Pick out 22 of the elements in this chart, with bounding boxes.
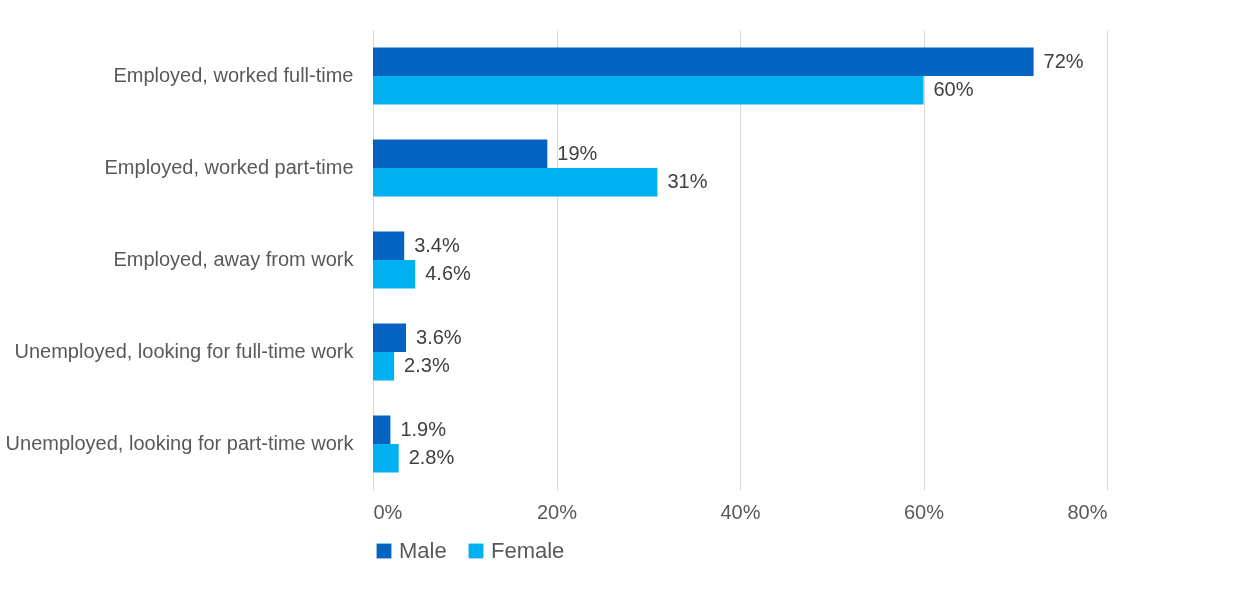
x-tick-label: 20%: [536, 500, 578, 523]
y-tick-label: Employed, away from work: [113, 248, 355, 270]
y-tick-label: Employed, worked full-time: [113, 64, 354, 86]
y-tick-label: Unemployed, looking for part-time work: [5, 432, 355, 454]
x-tick-label: 40%: [720, 500, 761, 523]
data-label: 3.4%: [414, 233, 460, 256]
legend-label: Male: [399, 538, 447, 563]
data-label: 19%: [557, 141, 598, 164]
legend-label: Female: [491, 538, 565, 563]
data-label: 1.9%: [400, 417, 447, 440]
data-label: 31%: [667, 170, 708, 193]
data-label: 72%: [1043, 49, 1084, 72]
y-tick-label: Employed, worked part-time: [104, 156, 354, 178]
x-tick-label: 0%: [373, 500, 403, 523]
data-label: 60%: [933, 78, 974, 101]
x-tick-label: 60%: [903, 500, 945, 523]
data-label: 3.6%: [416, 325, 462, 348]
y-tick-label: Unemployed, looking for full-time work: [14, 340, 355, 362]
data-label: 2.8%: [408, 446, 455, 469]
data-label: 2.3%: [404, 354, 450, 377]
x-tick-label: 80%: [1067, 500, 1108, 523]
data-label: 4.6%: [425, 262, 472, 285]
